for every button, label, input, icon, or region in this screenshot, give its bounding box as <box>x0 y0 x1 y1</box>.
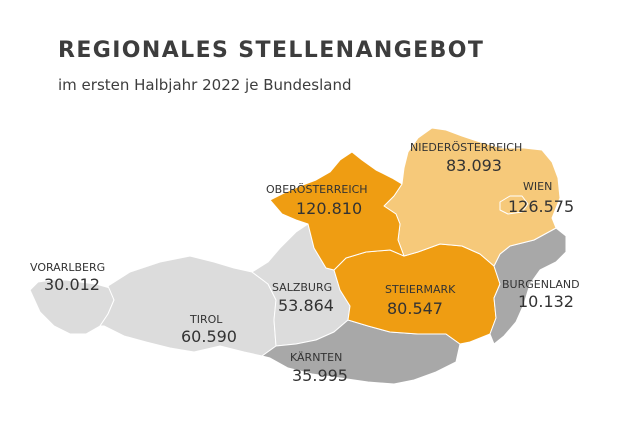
region-burgenland <box>489 227 567 345</box>
state-value: 80.547 <box>387 299 443 318</box>
region-wien <box>499 195 529 215</box>
state-name: SALZBURG <box>272 281 332 294</box>
state-value: 30.012 <box>44 275 100 294</box>
state-name: WIEN <box>523 180 552 193</box>
label-burgenland: BURGENLAND 10.132 <box>502 278 580 311</box>
map-subtitle: im ersten Halbjahr 2022 je Bundesland <box>58 76 352 94</box>
state-value: 60.590 <box>181 327 237 346</box>
label-salzburg: SALZBURG 53.864 <box>272 281 334 315</box>
state-name: KÄRNTEN <box>290 351 342 364</box>
region-oberoesterreich <box>269 151 405 271</box>
state-value: 126.575 <box>508 197 574 216</box>
state-name: BURGENLAND <box>502 278 580 291</box>
state-value: 53.864 <box>278 296 334 315</box>
state-value: 83.093 <box>446 156 502 175</box>
region-kaernten <box>261 319 461 385</box>
region-niederoesterreich <box>383 127 561 267</box>
label-niederoesterreich: NIEDERÖSTERREICH 83.093 <box>410 141 522 175</box>
state-name: OBERÖSTERREICH <box>266 183 368 196</box>
label-oberoesterreich: OBERÖSTERREICH 120.810 <box>266 183 368 218</box>
state-name: TIROL <box>189 313 223 326</box>
state-name: VORARLBERG <box>30 261 105 274</box>
map-title: REGIONALES STELLENANGEBOT <box>58 38 485 63</box>
label-steiermark: STEIERMARK 80.547 <box>385 283 456 318</box>
label-vorarlberg: VORARLBERG 30.012 <box>30 261 105 294</box>
state-value: 10.132 <box>518 292 574 311</box>
label-tirol: TIROL 60.590 <box>181 313 237 346</box>
state-value: 35.995 <box>292 366 348 385</box>
label-wien: WIEN 126.575 <box>508 180 574 216</box>
state-name: NIEDERÖSTERREICH <box>410 141 522 154</box>
state-name: STEIERMARK <box>385 283 456 296</box>
label-kaernten: KÄRNTEN 35.995 <box>290 351 348 385</box>
state-value: 120.810 <box>296 199 362 218</box>
